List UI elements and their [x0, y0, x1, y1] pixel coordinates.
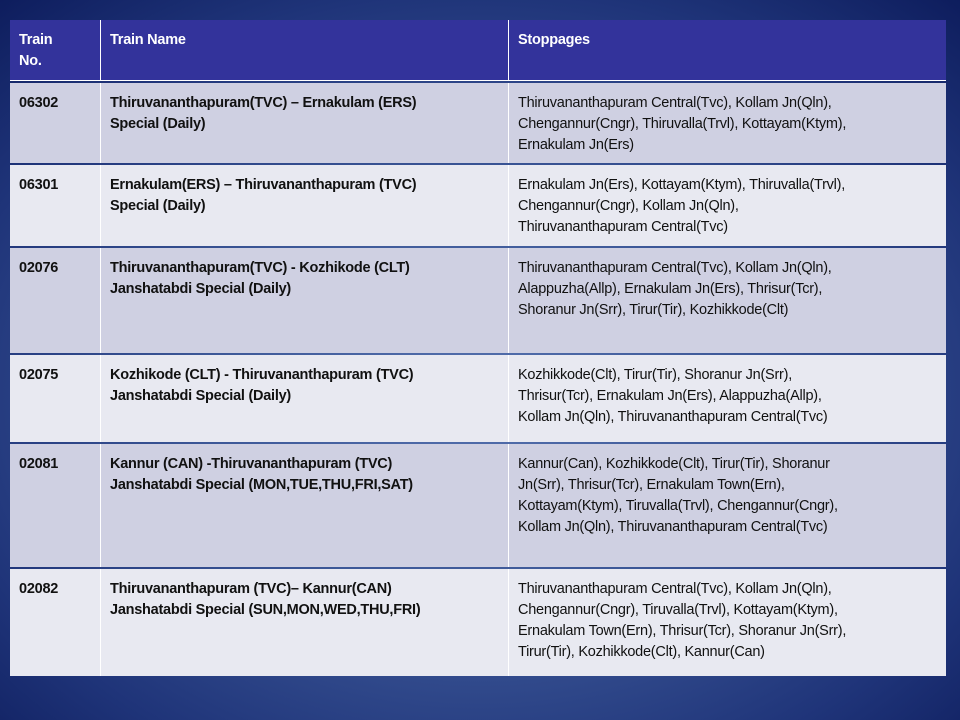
stoppage-line: Chengannur(Cngr), Thiruvalla(Trvl), Kott…	[518, 116, 847, 132]
train-name: Kozhikode (CLT) - Thiruvananthapuram (TV…	[100, 355, 508, 442]
stoppage-line: Shoranur Jn(Srr), Tirur(Tir), Kozhikkode…	[518, 302, 789, 318]
stoppages: Thiruvananthapuram Central(Tvc), Kollam …	[508, 83, 946, 163]
train-number: 06301	[10, 165, 100, 246]
stoppage-line: Ernakulam Jn(Ers), Kottayam(Ktym), Thiru…	[518, 177, 846, 193]
train-number: 02076	[10, 248, 100, 353]
table-row: 02081 Kannur (CAN) -Thiruvananthapuram (T…	[10, 444, 946, 567]
stoppage-line: Jn(Srr), Thrisur(Tcr), Ernakulam Town(Er…	[518, 477, 785, 493]
train-name-line: Janshatabdi Special (Daily)	[110, 388, 292, 404]
train-name-line: Janshatabdi Special (SUN,MON,WED,THU,FRI…	[110, 602, 421, 618]
stoppage-line: Kannur(Can), Kozhikkode(Clt), Tirur(Tir)…	[518, 456, 830, 472]
train-number: 02075	[10, 355, 100, 442]
train-name-line: Janshatabdi Special (MON,TUE,THU,FRI,SAT…	[110, 477, 413, 493]
stoppage-line: Kollam Jn(Qln), Thiruvananthapuram Centr…	[518, 519, 828, 535]
stoppages: Thiruvananthapuram Central(Tvc), Kollam …	[508, 248, 946, 353]
stoppage-line: Thrisur(Tcr), Ernakulam Jn(Ers), Alappuz…	[518, 388, 822, 404]
train-name: Kannur (CAN) -Thiruvananthapuram (TVC) Ja…	[100, 444, 508, 567]
train-name-line: Ernakulam(ERS) – Thiruvananthapuram (TVC…	[110, 177, 417, 193]
stoppage-line: Kollam Jn(Qln), Thiruvananthapuram Centr…	[518, 409, 828, 425]
train-name-line: Janshatabdi Special (Daily)	[110, 281, 292, 297]
stoppages: Ernakulam Jn(Ers), Kottayam(Ktym), Thiru…	[508, 165, 946, 246]
stoppages: Kozhikkode(Clt), Tirur(Tir), Shoranur Jn…	[508, 355, 946, 442]
train-name-line: Special (Daily)	[110, 116, 206, 132]
stoppage-line: Tirur(Tir), Kozhikkode(Clt), Kannur(Can)	[518, 644, 765, 660]
header-stoppages: Stoppages	[508, 20, 946, 81]
table-row: 06301 Ernakulam(ERS) – Thiruvananthapuram…	[10, 165, 946, 246]
header-train-name: Train Name	[100, 20, 508, 81]
train-name-line: Kannur (CAN) -Thiruvananthapuram (TVC)	[110, 456, 393, 472]
stoppage-line: Chengannur(Cngr), Kollam Jn(Qln),	[518, 198, 739, 214]
train-name: Thiruvananthapuram(TVC) – Ernakulam (ERS…	[100, 83, 508, 163]
train-name-line: Thiruvananthapuram(TVC) – Ernakulam (ERS…	[110, 95, 417, 111]
stoppage-line: Kozhikkode(Clt), Tirur(Tir), Shoranur Jn…	[518, 367, 792, 383]
stoppage-line: Chengannur(Cngr), Tiruvalla(Trvl), Kotta…	[518, 602, 838, 618]
header-text: No.	[19, 53, 42, 69]
table-row: 06302 Thiruvananthapuram(TVC) – Ernakulam…	[10, 83, 946, 163]
train-number: 06302	[10, 83, 100, 163]
stoppage-line: Thiruvananthapuram Central(Tvc), Kollam …	[518, 581, 832, 597]
table-header-row: Train No. Train Name Stoppages	[10, 20, 946, 81]
table-row: 02075 Kozhikode (CLT) - Thiruvananthapura…	[10, 355, 946, 442]
stoppages: Thiruvananthapuram Central(Tvc), Kollam …	[508, 569, 946, 676]
stoppage-line: Thiruvananthapuram Central(Tvc), Kollam …	[518, 95, 832, 111]
train-name-line: Thiruvananthapuram(TVC) - Kozhikode (CLT…	[110, 260, 410, 276]
stoppages: Kannur(Can), Kozhikkode(Clt), Tirur(Tir)…	[508, 444, 946, 567]
stoppage-line: Alappuzha(Allp), Ernakulam Jn(Ers), Thri…	[518, 281, 823, 297]
train-name-line: Kozhikode (CLT) - Thiruvananthapuram (TV…	[110, 367, 414, 383]
train-name: Thiruvananthapuram(TVC) - Kozhikode (CLT…	[100, 248, 508, 353]
train-name: Thiruvananthapuram (TVC)– Kannur(CAN) Jan…	[100, 569, 508, 676]
train-name-line: Thiruvananthapuram (TVC)– Kannur(CAN)	[110, 581, 392, 597]
table-row: 02082 Thiruvananthapuram (TVC)– Kannur(CA…	[10, 569, 946, 676]
stoppage-line: Thiruvananthapuram Central(Tvc), Kollam …	[518, 260, 832, 276]
train-schedule-table: Train No. Train Name Stoppages 06302 Thir…	[10, 18, 946, 678]
train-name: Ernakulam(ERS) – Thiruvananthapuram (TVC…	[100, 165, 508, 246]
stoppage-line: Kottayam(Ktym), Tiruvalla(Trvl), Chengan…	[518, 498, 838, 514]
stoppage-line: Thiruvananthapuram Central(Tvc)	[518, 219, 728, 235]
stoppage-line: Ernakulam Town(Ern), Thrisur(Tcr), Shora…	[518, 623, 847, 639]
table-row: 02076 Thiruvananthapuram(TVC) - Kozhikode…	[10, 248, 946, 353]
header-text: Train	[19, 32, 53, 48]
header-train-no: Train No.	[10, 20, 100, 81]
train-number: 02081	[10, 444, 100, 567]
train-number: 02082	[10, 569, 100, 676]
train-name-line: Special (Daily)	[110, 198, 206, 214]
stoppage-line: Ernakulam Jn(Ers)	[518, 137, 634, 153]
